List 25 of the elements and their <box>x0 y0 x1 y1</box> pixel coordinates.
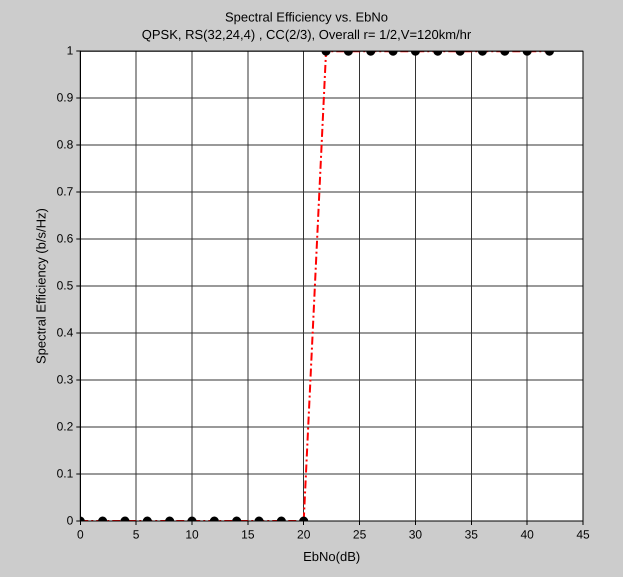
x-tick-label: 25 <box>352 528 367 542</box>
x-axis-title: EbNo(dB) <box>303 548 360 564</box>
chart-subtitle: QPSK, RS(32,24,4) , CC(2/3), Overall r= 1/2,V=120km/hr <box>142 26 472 42</box>
x-tick-label: 40 <box>520 528 534 542</box>
y-tick-label: 0.8 <box>56 137 74 152</box>
x-tick-label: 30 <box>408 528 422 542</box>
x-tick-label: 35 <box>464 528 478 542</box>
y-tick-label: 0.2 <box>56 419 74 434</box>
x-tick-label: 5 <box>132 528 140 542</box>
y-tick-label: 0.3 <box>56 372 74 386</box>
y-tick-label: 0.5 <box>56 278 74 292</box>
y-tick-label: 0.6 <box>56 231 74 246</box>
y-tick-label: 0.7 <box>56 184 74 198</box>
chart-title: Spectral Efficiency vs. EbNo <box>224 9 388 24</box>
y-tick-label: 1 <box>66 44 74 58</box>
x-tick-label: 45 <box>576 528 590 542</box>
x-tick-label: 15 <box>241 528 255 542</box>
x-tick-label: 10 <box>185 528 199 542</box>
y-axis-title: Spectral Efficiency (b/s/Hz) <box>33 208 48 364</box>
y-tick-label: 0.1 <box>56 466 74 480</box>
y-tick-label: 0.9 <box>56 90 74 104</box>
x-tick-label: 0 <box>76 528 84 542</box>
x-tick-label: 20 <box>297 528 311 542</box>
y-tick-label: 0.4 <box>56 325 74 340</box>
y-tick-label: 0 <box>66 513 74 528</box>
